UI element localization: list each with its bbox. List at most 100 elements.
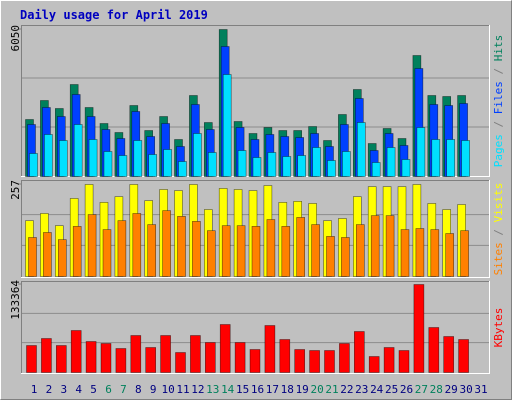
x-tick-label: 11 xyxy=(176,383,189,396)
x-tick-label: 31 xyxy=(474,383,487,396)
bar xyxy=(386,147,396,177)
x-tick-label: 9 xyxy=(150,383,157,396)
bar xyxy=(236,225,246,277)
x-tick-label: 23 xyxy=(355,383,368,396)
x-tick-label: 3 xyxy=(60,383,67,396)
bar xyxy=(266,219,276,277)
legend-entry: Visits xyxy=(492,183,505,223)
x-tick-label: 28 xyxy=(430,383,443,396)
bar xyxy=(458,339,469,373)
x-tick-label: 25 xyxy=(385,383,398,396)
bar xyxy=(44,134,53,177)
x-tick-label: 4 xyxy=(75,383,82,396)
bar xyxy=(294,349,306,373)
legend-separator: / xyxy=(492,114,505,134)
bar xyxy=(311,224,320,277)
x-tick-label: 22 xyxy=(340,383,353,396)
bar xyxy=(208,152,217,177)
bar xyxy=(341,237,350,277)
plot-bevel-dark xyxy=(21,281,490,374)
bar xyxy=(177,216,186,277)
bar xyxy=(190,335,201,373)
bar xyxy=(443,336,455,373)
bar xyxy=(41,338,52,373)
bar xyxy=(460,230,469,277)
bar xyxy=(415,228,425,277)
bar xyxy=(85,341,97,373)
chart-title: Daily usage for April 2019 xyxy=(20,8,208,22)
bar xyxy=(356,122,366,177)
bar xyxy=(234,342,246,373)
x-tick-label: 26 xyxy=(400,383,413,396)
legend-separator: / xyxy=(492,61,505,81)
bar xyxy=(55,345,67,373)
x-tick-label: 12 xyxy=(191,383,204,396)
bar xyxy=(207,230,216,277)
bar xyxy=(221,225,231,277)
bar xyxy=(175,352,186,373)
bar xyxy=(400,229,410,277)
bar xyxy=(353,331,365,373)
bar xyxy=(148,154,157,177)
bar xyxy=(431,139,441,177)
bar xyxy=(132,213,142,277)
x-tick-label: 2 xyxy=(46,383,53,396)
legend-entry: KBytes xyxy=(492,308,505,348)
plot-bevel-light xyxy=(21,281,490,374)
x-tick-label: 1 xyxy=(31,383,38,396)
bar xyxy=(355,224,365,277)
bar xyxy=(28,237,37,277)
legend-entry: Files xyxy=(492,81,505,114)
bar xyxy=(43,232,52,277)
bar xyxy=(385,215,395,277)
bar xyxy=(296,217,306,277)
bar xyxy=(383,347,395,373)
bar xyxy=(267,152,277,177)
bar xyxy=(368,356,380,373)
bar xyxy=(398,350,410,373)
bar xyxy=(237,150,247,177)
x-tick-label: 14 xyxy=(221,383,235,396)
bar xyxy=(103,151,113,177)
y-tick-label: 257 xyxy=(9,180,22,200)
bar xyxy=(160,335,171,373)
plot-bevel-dark xyxy=(21,180,490,278)
bar xyxy=(29,153,38,177)
plot-bevel-light xyxy=(21,180,490,278)
bar xyxy=(57,239,67,277)
bar xyxy=(339,343,350,373)
x-tick-label: 27 xyxy=(415,383,428,396)
legend-entry: Hits xyxy=(492,35,505,62)
bar xyxy=(219,324,231,373)
x-tick-label: 29 xyxy=(445,383,458,396)
bar xyxy=(297,155,307,177)
bar xyxy=(72,226,82,277)
bar xyxy=(312,147,321,177)
bar xyxy=(118,155,128,177)
bar xyxy=(282,156,292,177)
bar xyxy=(222,74,232,177)
x-tick-label: 19 xyxy=(296,383,309,396)
plot-bevel-dark xyxy=(21,25,490,177)
bar xyxy=(445,233,455,277)
legend-entry: Sites xyxy=(492,242,505,275)
bar xyxy=(73,124,83,177)
bar xyxy=(87,214,97,277)
bar xyxy=(446,139,456,177)
bar xyxy=(115,348,127,373)
x-tick-label: 18 xyxy=(281,383,294,396)
bar xyxy=(342,151,351,177)
legend-entry: Pages xyxy=(492,134,505,167)
bar xyxy=(281,226,291,277)
bar xyxy=(326,236,335,277)
bar xyxy=(70,330,82,373)
x-tick-label: 5 xyxy=(90,383,97,396)
x-tick-label: 8 xyxy=(135,383,142,396)
x-tick-label: 16 xyxy=(251,383,264,396)
x-tick-label: 21 xyxy=(325,383,338,396)
y-tick-label: 6050 xyxy=(9,25,22,52)
bar xyxy=(371,162,381,177)
